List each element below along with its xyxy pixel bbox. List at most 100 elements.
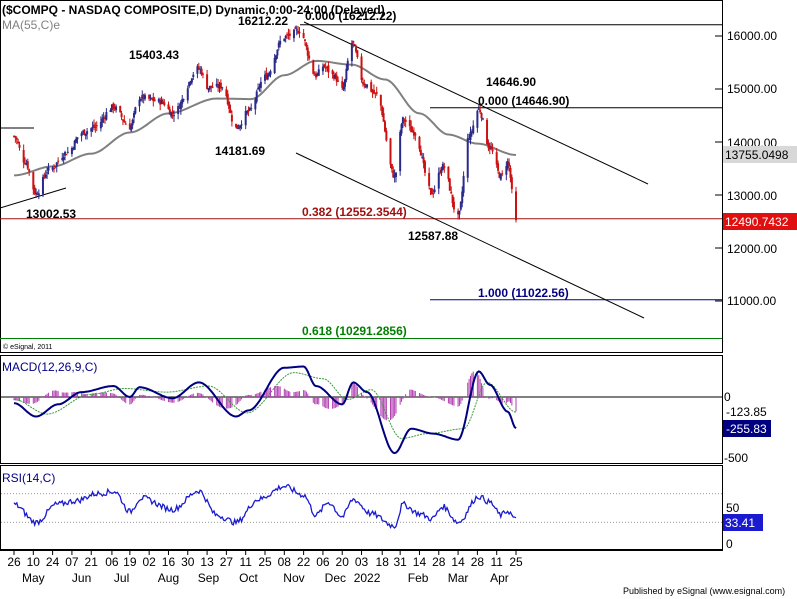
x-axis-day-label: 06: [316, 555, 330, 569]
price-candle-body: [121, 119, 124, 121]
price-candle-body: [450, 191, 453, 194]
chart-title: ($COMPQ - NASDAQ COMPOSITE,D) Dynamic,0:…: [2, 3, 385, 17]
price-candle-body: [294, 27, 297, 29]
price-candle-body: [269, 71, 272, 75]
price-candle-body: [236, 124, 239, 129]
price-candle-body: [28, 169, 31, 172]
price-candle-body: [178, 106, 181, 109]
price-candle-body: [225, 89, 228, 97]
price-candle-body: [208, 85, 211, 89]
price-candle-body: [55, 162, 58, 167]
price-candle-body: [226, 93, 229, 105]
price-candle-body: [277, 42, 280, 48]
price-candle-body: [43, 175, 46, 177]
price-candle-body: [306, 47, 309, 56]
price-candle-body: [375, 92, 378, 94]
price-candle-body: [26, 161, 29, 169]
price-candle-body: [181, 98, 184, 104]
price-candle-body: [159, 99, 162, 105]
price-candle-body: [313, 74, 316, 76]
price-candle-body: [292, 29, 295, 39]
price-candle-body: [451, 194, 454, 204]
price-candle-body: [163, 102, 166, 106]
price-candle-body: [95, 125, 98, 127]
x-axis-day-label: 19: [123, 555, 137, 569]
price-candle-body: [341, 81, 344, 88]
price-candle-body: [101, 118, 104, 123]
price-candle-body: [113, 107, 116, 109]
price-candle-body: [15, 138, 18, 140]
macd-line: [13, 365, 517, 455]
price-candle-body: [104, 117, 107, 119]
price-candle-body: [495, 152, 498, 165]
price-candle-body: [497, 163, 500, 171]
price-candle-body: [302, 32, 305, 38]
price-candle-body: [457, 211, 460, 215]
price-candle-body: [90, 128, 93, 132]
price-candle-body: [190, 78, 193, 83]
price-candle-body: [148, 94, 151, 99]
price-candle-body: [356, 50, 359, 58]
x-axis-month-label: Apr: [490, 571, 509, 585]
price-candle-body: [210, 85, 213, 88]
support-trendline: [0, 187, 67, 209]
price-candle-body: [141, 94, 144, 99]
x-axis-day-label: 06: [105, 555, 119, 569]
price-candle-body: [250, 108, 253, 110]
price-candle-body: [219, 82, 222, 89]
price-candle-body: [364, 85, 367, 87]
price-candle-body: [52, 168, 55, 170]
rsi-value-tag: 33.41: [725, 516, 755, 530]
price-candle-body: [279, 40, 282, 45]
price-candle-body: [131, 119, 134, 126]
x-axis-day-label: 02: [142, 555, 156, 569]
price-candle-body: [343, 79, 346, 87]
annotation-high-16212: 16212.22: [238, 14, 288, 28]
price-candle-body: [268, 73, 271, 76]
price-candle-body: [153, 99, 156, 102]
price-candle-body: [123, 120, 126, 123]
ma-label: MA(55,C)e: [2, 18, 60, 32]
price-candle-body: [86, 131, 89, 135]
rsi-tick-50: 50: [726, 501, 740, 515]
price-candle-body: [258, 86, 261, 88]
price-candle-body: [239, 125, 242, 129]
rsi-label: RSI(14,C): [2, 471, 55, 485]
price-candle-body: [508, 162, 511, 167]
price-candle-body: [476, 110, 479, 128]
price-candle-body: [374, 92, 377, 94]
price-candle-body: [66, 151, 69, 153]
price-candle-body: [395, 172, 398, 178]
price-candle-body: [390, 164, 393, 170]
price-candle-body: [439, 171, 442, 174]
price-candle-body: [410, 126, 413, 133]
price-candle-body: [392, 170, 395, 178]
price-panel-frame: [0, 0, 723, 353]
price-candle-body: [54, 166, 57, 168]
x-axis-day-label: 18: [376, 555, 390, 569]
x-axis-month-label: Dec: [325, 571, 346, 585]
x-axis-month-label: 2022: [354, 571, 381, 585]
price-candle-body: [124, 123, 127, 125]
price-candle-body: [332, 74, 335, 79]
price-candle-body: [414, 133, 417, 136]
price-candle-body: [477, 108, 480, 110]
macd-signal-tag: -123.85: [726, 405, 767, 419]
price-candle-body: [381, 106, 384, 116]
macd-signal-tag-bg: [723, 403, 771, 419]
fib-618-label: 0.618 (10291.2856): [302, 324, 407, 338]
price-candle-body: [221, 87, 224, 89]
price-candle-body: [182, 99, 185, 101]
price-candle-body: [316, 73, 319, 76]
publisher-footer: Published by eSignal (www.esignal.com): [623, 586, 785, 596]
price-candle-body: [315, 73, 318, 78]
price-candle-body: [160, 99, 163, 104]
price-value-tag: 12490.7432: [725, 215, 789, 229]
price-candle-body: [254, 99, 257, 110]
ma55-line: [13, 59, 517, 177]
price-candle-body: [458, 210, 461, 215]
price-candle-body: [422, 157, 425, 164]
price-candle-body: [51, 167, 54, 170]
x-axis-day-label: 07: [65, 555, 79, 569]
